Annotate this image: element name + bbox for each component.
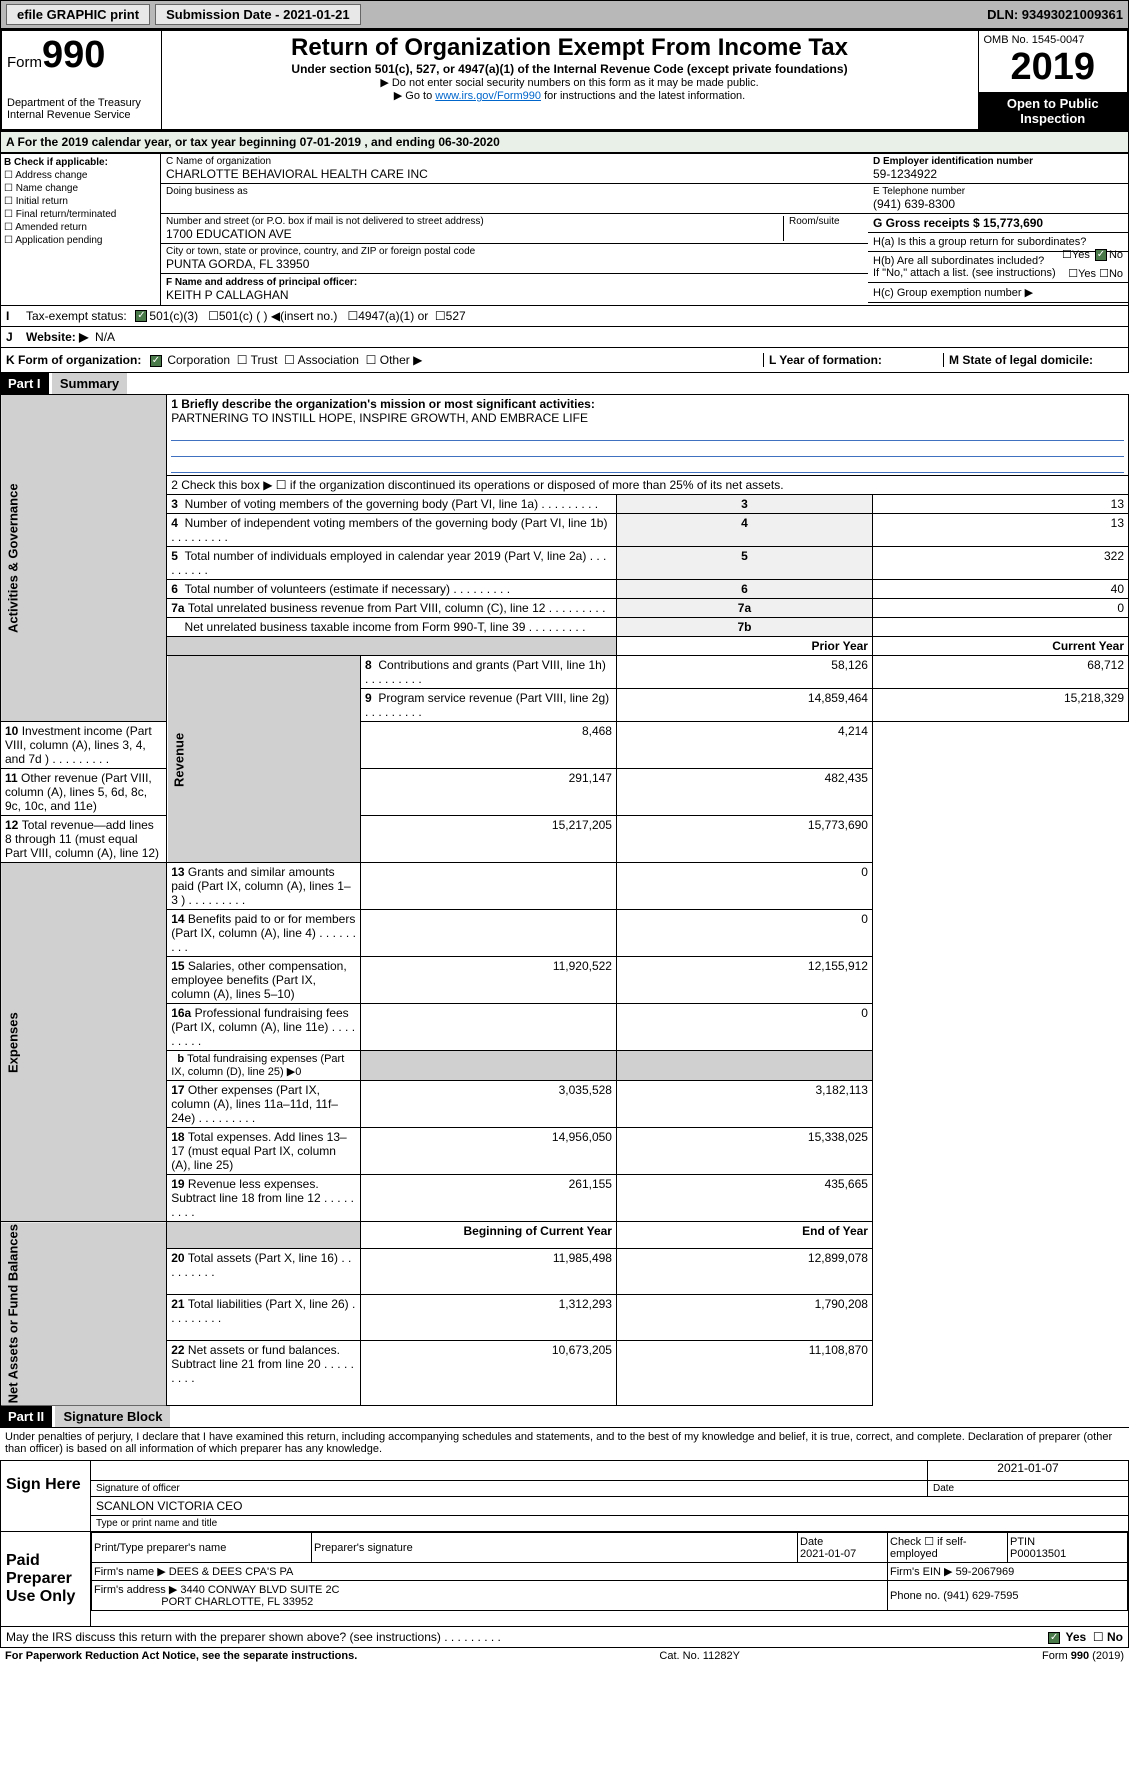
hint-2: ▶ Go to www.irs.gov/Form990 for instruct… bbox=[167, 89, 973, 102]
city-state-zip: PUNTA GORDA, FL 33950 bbox=[166, 257, 863, 271]
beginning-year-header: Beginning of Current Year bbox=[361, 1222, 617, 1249]
firm-name: DEES & DEES CPA'S PA bbox=[169, 1566, 294, 1578]
dba-label: Doing business as bbox=[166, 186, 863, 197]
ein-label: D Employer identification number bbox=[873, 156, 1033, 167]
hint-1: ▶ Do not enter social security numbers o… bbox=[167, 76, 973, 89]
sig-officer-label: Signature of officer bbox=[91, 1481, 927, 1497]
org-name-label: C Name of organization bbox=[166, 156, 863, 167]
current-year-header: Current Year bbox=[872, 637, 1128, 656]
part-2-header: Part II bbox=[0, 1406, 52, 1427]
chk-501c3[interactable] bbox=[135, 310, 147, 322]
top-bar: efile GRAPHIC print Submission Date - 20… bbox=[0, 0, 1129, 29]
ha-no-checkbox[interactable] bbox=[1095, 249, 1107, 261]
side-net-assets: Net Assets or Fund Balances bbox=[1, 1222, 167, 1406]
discuss-yes-checkbox[interactable] bbox=[1048, 1632, 1060, 1644]
officer-name: KEITH P CALLAGHAN bbox=[166, 288, 863, 302]
end-year-header: End of Year bbox=[616, 1222, 872, 1249]
paperwork-notice: For Paperwork Reduction Act Notice, see … bbox=[5, 1650, 357, 1662]
form-ref: Form 990 (2019) bbox=[1042, 1650, 1124, 1662]
part-1: Part I Summary bbox=[0, 373, 1129, 394]
state-domicile-label: M State of legal domicile: bbox=[949, 353, 1093, 367]
side-expenses: Expenses bbox=[1, 863, 167, 1222]
page-footer: For Paperwork Reduction Act Notice, see … bbox=[0, 1648, 1129, 1664]
prep-sig-label: Preparer's signature bbox=[312, 1533, 798, 1563]
side-revenue: Revenue bbox=[167, 656, 361, 863]
sign-here-label: Sign Here bbox=[1, 1461, 91, 1531]
chk-application-pending[interactable]: ☐ Application pending bbox=[4, 235, 157, 246]
chk-initial-return[interactable]: ☐ Initial return bbox=[4, 196, 157, 207]
mission-label: 1 Briefly describe the organization's mi… bbox=[171, 397, 595, 411]
date-label: Date bbox=[928, 1481, 1128, 1497]
section-b-label: B Check if applicable: bbox=[4, 157, 108, 168]
omb-label: OMB No. 1545-0047 bbox=[984, 34, 1123, 46]
phone-value: (941) 639-8300 bbox=[873, 197, 1123, 211]
self-employed-check[interactable]: Check ☐ if self-employed bbox=[888, 1533, 1008, 1563]
firm-phone: (941) 629-7595 bbox=[943, 1590, 1018, 1602]
mission-text: PARTNERING TO INSTILL HOPE, INSPIRE GROW… bbox=[171, 411, 588, 425]
part-1-title: Summary bbox=[52, 373, 127, 394]
phone-label: E Telephone number bbox=[873, 186, 1123, 197]
form-header: Form990 Department of the Treasury Inter… bbox=[0, 29, 1129, 131]
prep-date: 2021-01-07 bbox=[800, 1548, 856, 1560]
chk-name-change[interactable]: ☐ Name change bbox=[4, 183, 157, 194]
line-2-discontinued: 2 Check this box ▶ ☐ if the organization… bbox=[167, 476, 1129, 495]
cat-number: Cat. No. 11282Y bbox=[659, 1650, 740, 1662]
tax-period: A For the 2019 calendar year, or tax yea… bbox=[0, 131, 1129, 153]
street-address: 1700 EDUCATION AVE bbox=[166, 227, 783, 241]
sig-date: 2021-01-07 bbox=[928, 1461, 1128, 1481]
chk-corporation[interactable] bbox=[150, 355, 162, 367]
part-2-title: Signature Block bbox=[55, 1406, 170, 1427]
row-k-l-m: K Form of organization: Corporation ☐ Tr… bbox=[0, 348, 1129, 373]
typed-officer-name: SCANLON VICTORIA CEO bbox=[91, 1497, 1128, 1516]
ein-value: 59-1234922 bbox=[873, 167, 1123, 181]
firm-ein: 59-2067969 bbox=[956, 1566, 1015, 1578]
efile-print-button[interactable]: efile GRAPHIC print bbox=[6, 4, 150, 25]
paid-preparer-label: Paid Preparer Use Only bbox=[1, 1532, 91, 1626]
chk-amended-return[interactable]: ☐ Amended return bbox=[4, 222, 157, 233]
room-label: Room/suite bbox=[789, 216, 863, 227]
prior-year-header: Prior Year bbox=[616, 637, 872, 656]
part-2: Part II Signature Block bbox=[0, 1406, 1129, 1427]
chk-final-return[interactable]: ☐ Final return/terminated bbox=[4, 209, 157, 220]
chk-address-change[interactable]: ☐ Address change bbox=[4, 170, 157, 181]
form-subtitle: Under section 501(c), 527, or 4947(a)(1)… bbox=[167, 62, 973, 76]
firm-address-2: PORT CHARLOTTE, FL 33952 bbox=[161, 1596, 313, 1608]
form-title: Return of Organization Exempt From Incom… bbox=[167, 34, 973, 62]
tax-year: 2019 bbox=[1010, 46, 1095, 88]
ptin-value: P00013501 bbox=[1010, 1548, 1066, 1560]
dept-label: Department of the Treasury Internal Reve… bbox=[7, 97, 156, 121]
addr-label: Number and street (or P.O. box if mail i… bbox=[166, 216, 783, 227]
typed-name-label: Type or print name and title bbox=[91, 1516, 1128, 1531]
row-j-website: J Website: ▶ N/A bbox=[0, 327, 1129, 348]
section-b-to-g: B Check if applicable: ☐ Address change … bbox=[0, 153, 1129, 306]
prep-name-label: Print/Type preparer's name bbox=[92, 1533, 312, 1563]
instructions-link[interactable]: www.irs.gov/Form990 bbox=[435, 90, 541, 102]
city-label: City or town, state or province, country… bbox=[166, 246, 863, 257]
form-number: Form990 bbox=[7, 34, 156, 77]
group-exemption-hc: H(c) Group exemption number ▶ bbox=[868, 283, 1128, 303]
group-return-ha: H(a) Is this a group return for subordin… bbox=[868, 233, 1128, 252]
dln-label: DLN: 93493021009361 bbox=[987, 7, 1123, 22]
gross-receipts: G Gross receipts $ 15,773,690 bbox=[873, 216, 1123, 230]
org-name: CHARLOTTE BEHAVIORAL HEALTH CARE INC bbox=[166, 167, 863, 181]
submission-date: Submission Date - 2021-01-21 bbox=[155, 4, 361, 25]
part-1-header: Part I bbox=[0, 373, 49, 394]
summary-table: Activities & Governance 1 Briefly descri… bbox=[0, 394, 1129, 1406]
row-i-tax-status: I Tax-exempt status: 501(c)(3) ☐ 501(c) … bbox=[0, 306, 1129, 327]
officer-label: F Name and address of principal officer: bbox=[166, 277, 357, 288]
side-activities-governance: Activities & Governance bbox=[1, 395, 167, 722]
perjury-statement: Under penalties of perjury, I declare th… bbox=[0, 1427, 1129, 1458]
signature-block: Sign Here Signature of officer 2021-01-0… bbox=[0, 1460, 1129, 1648]
discuss-preparer: May the IRS discuss this return with the… bbox=[1, 1627, 1128, 1647]
year-formation-label: L Year of formation: bbox=[769, 353, 882, 367]
firm-address-1: 3440 CONWAY BLVD SUITE 2C bbox=[180, 1584, 339, 1596]
open-public-badge: Open to Public Inspection bbox=[978, 93, 1128, 131]
